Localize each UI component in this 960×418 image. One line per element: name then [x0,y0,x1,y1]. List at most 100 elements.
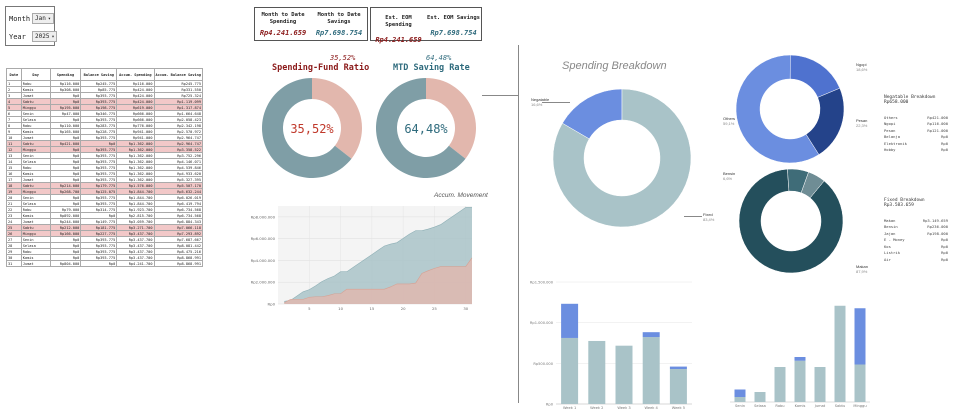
negatable-rows: Others Rp421.000 Ngopi Rp116.000 Pesan Rp121.… [884,114,948,153]
y-tick-label: Rp4.000.000 [251,258,276,263]
y-tick-label: Rp6.000.000 [251,236,276,241]
list-item-label: Bensin [884,224,898,230]
divider-line [482,95,518,96]
bar-week-2-s0 [588,340,606,404]
line-series-1 [284,257,473,304]
y-tick-label: Rp500.000 [533,362,553,366]
month-label: Month [9,15,31,23]
fixed-label: Fixed [703,212,713,217]
kpi-label: Est. EOM Spending [385,15,412,28]
list-item-label: E - Money [884,237,905,243]
kpi-eom-savings: Est. EOM Savings Rp7.698.754 [426,8,481,40]
kpi-label: Month to Date [261,12,305,18]
table-header-cell: Accum. Spending [116,68,155,81]
x-tick-label: Minggu [853,404,866,408]
x-tick-label: Week 3 [617,406,630,410]
accum-movement-chart: Rp0 Rp2.000.000 Rp4.000.000 Rp6.000.000 Rp8.… [251,206,473,311]
kpi-value: Rp4.241.659 [375,36,422,44]
pie-label-pesan: Pesan 22,3% [856,118,867,128]
fixed-breakdown-title: Fixed Breakdown [884,198,925,203]
chevron-down-icon: ▾ [47,15,51,22]
x-tick-label: Rabu [775,404,784,408]
saving-rate-title: MTD Saving Rate [393,63,470,73]
accum-chart-title: Accum. Movement [434,192,488,199]
saving-rate-top-value: 64,48% [426,54,452,62]
ratio-title: Spending-Fund Ratio [272,63,370,73]
list-item: Makan Rp3.149.659 [884,217,948,224]
x-tick-label: Sabtu [835,404,845,408]
negatable-label: Negatable [531,97,550,102]
list-item-label: Pesan [884,127,896,133]
table-header-cell: Day [20,68,51,81]
table-row: 1 Rabu Rp116.000 Rp245.775 Rp116.000 Rp245.77… [6,80,204,87]
month-select[interactable]: Jan ▾ [32,13,54,24]
saving-rate-slice [426,78,476,159]
bensin-pct: 6,6% [723,176,733,181]
x-tick-label: Week 1 [563,406,576,410]
x-tick-label: Senin [735,404,745,408]
list-item: Kos Rp0 [884,243,948,250]
daily-bar-chart: Senin Selasa Rabu Kamis Jumat Sabtu Minggu [730,305,870,408]
list-item-label: Elektronik [884,140,907,146]
y-tick-label: Rp0 [268,302,276,307]
table-row: 5 Minggu Rp195.000 Rp198.775 Rp619.000 Rp1.31… [6,104,204,111]
bar-week-4-s0 [642,337,660,404]
saving-rate-center-text: 64,48% [404,122,448,136]
fixed-pct: 83,4% [703,217,715,222]
pie-slice-makan [738,168,844,274]
bar-rabu-s0 [774,367,786,402]
makan-label: Makan [856,264,869,269]
list-item-value: Rp0 [941,243,948,249]
table-row: 10 Jumat Rp0 Rp393.775 Rp941.000 Rp2.964.747 [6,134,204,141]
table-header-cell: Spending [49,68,82,81]
kpi-label: Spending [269,19,297,25]
bar-selasa-s0 [754,392,766,402]
table-row: 6 Senin Rp47.000 Rp346.775 Rp666.000 Rp1.664.… [6,110,204,117]
bar-week-3-s0 [615,345,633,404]
negatable-breakdown-pie [735,54,845,164]
list-item: Pesan Rp121.000 [884,127,948,134]
kpi-label: Savings [327,19,351,25]
bar-senin-s1 [734,389,746,397]
list-item-value: Rp198.000 [927,230,948,236]
x-tick-label: Week 5 [672,406,685,410]
table-body: 1 Rabu Rp116.000 Rp245.775 Rp116.000 Rp245.77… [6,80,204,267]
pie-label-makan: Makan 87,9% [856,264,868,274]
daily-table: Date Day Spending Balance Saving Accum. Spen… [6,68,204,267]
others-label: Others [723,116,736,121]
x-tick-label: Week 4 [645,406,659,410]
fixed-rows: Makan Rp3.149.659 Bensin Rp236.000 Jajan Rp19… [884,217,948,263]
line-series-0 [284,207,472,302]
leader-line [542,102,570,103]
kpi-mtd-spending: Month to Date Spending Rp4.241.659 [255,8,311,40]
year-label: Year [9,33,26,41]
daily-table-container: Date Day Spending Balance Saving Accum. Spen… [6,68,204,267]
bar-kamis-s1 [794,357,806,361]
bar-sabtu-s0 [834,305,846,402]
pie-label-ngopi: Ngopi 18,6% [856,62,867,72]
year-select[interactable]: 2025 ▾ [32,31,58,42]
others-pct: 59,1% [723,121,735,126]
table-cell: Rp4.241.700 [116,260,155,267]
vertical-divider [518,45,519,403]
table-row: 31 Jumat Rp804.000 Rp0 Rp4.241.700 Rp8.868.99… [6,260,204,267]
bar-week-4-s1 [642,332,660,338]
pie-slice-others [735,54,820,164]
weekly-bar-chart: Rp0 Rp500.000 Rp1.000.000 Rp1.500.000 Week 1… [530,281,692,410]
kpi-mtd-savings: Month to Date Savings Rp7.698.754 [311,8,367,40]
y-tick-label: Rp1.500.000 [530,281,554,285]
list-item-value: Rp121.000 [927,127,948,133]
table-row: 4 Sabtu Rp0 Rp393.775 Rp424.000 Rp1.119.099 [6,98,204,105]
negatable-breakdown-amount: Rp658.000 [884,100,909,105]
saving-rate-donut: 64,48% [376,78,476,178]
table-header-cell: Date [6,68,22,81]
breakdown-title: Spending Breakdown [562,60,667,72]
saving-rate-slice [376,78,466,178]
pie-slice-jajan [800,171,825,199]
pesan-pct: 22,3% [856,123,868,128]
pie-label-fixed: Fixed 83,4% [703,212,714,222]
bensin-label: Bensin [723,171,736,176]
table-cell: 31 [6,260,22,267]
x-tick-label: Selasa [754,404,766,408]
negatable-breakdown-list: Negatable Breakdown Rp658.000 Others Rp42… [884,95,948,153]
